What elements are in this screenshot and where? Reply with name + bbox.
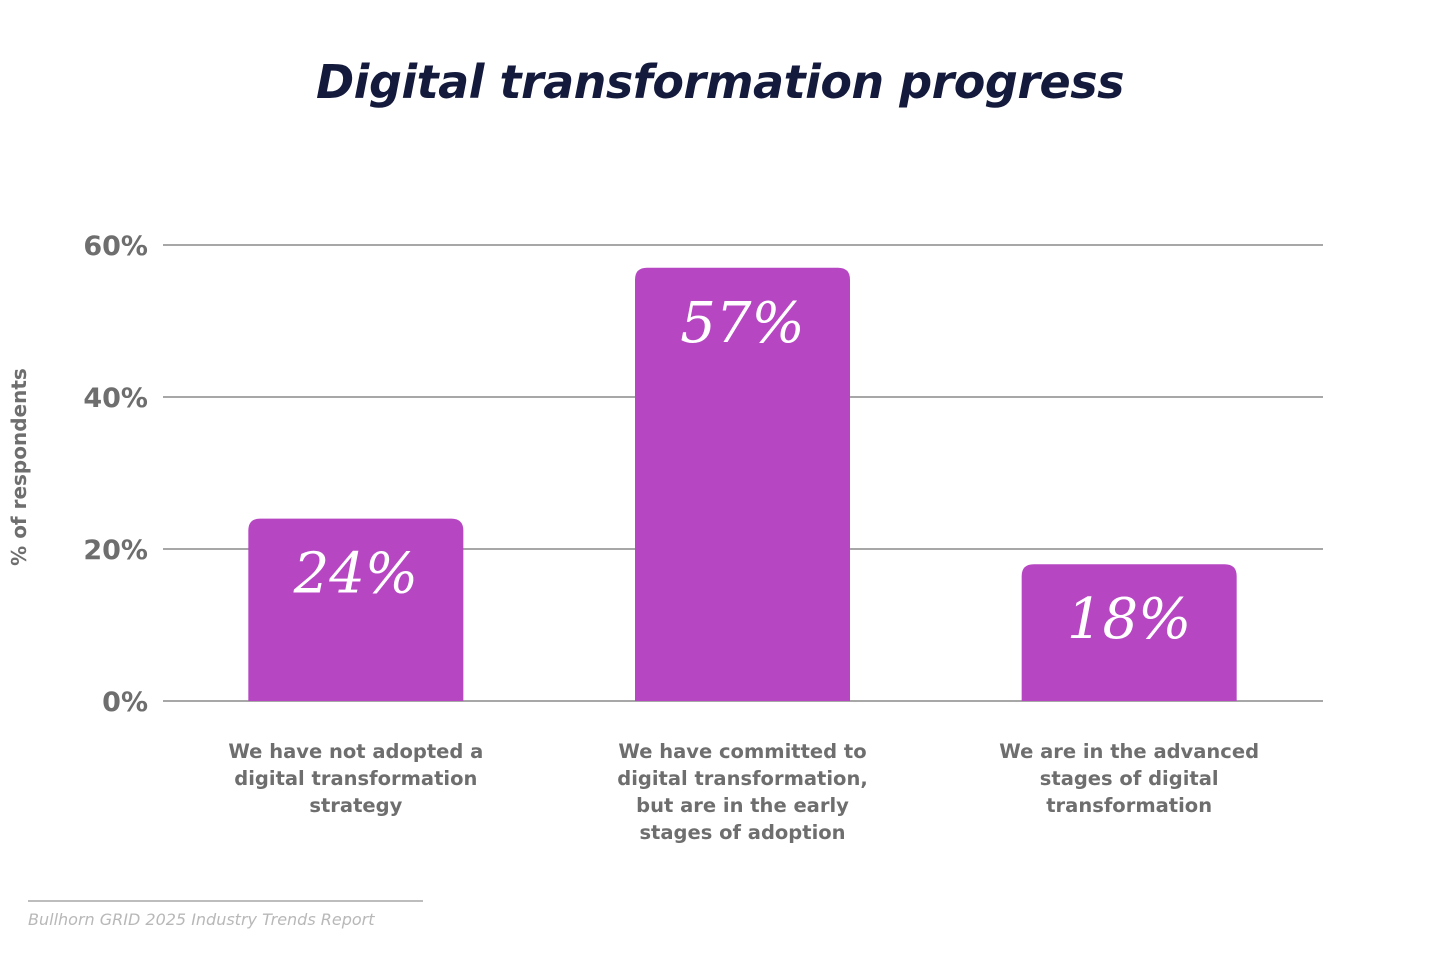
y-tick-label: 60% [83, 231, 148, 262]
source-note: Bullhorn GRID 2025 Industry Trends Repor… [28, 910, 375, 929]
value-label: 57% [680, 291, 804, 356]
bar [635, 267, 850, 701]
category-label: We have committed to digital transformati… [617, 740, 868, 844]
category-label: We are in the advanced stages of digital t… [999, 740, 1259, 817]
category-labels: We have not adopted a digital transformat… [228, 740, 1259, 844]
y-tick-label: 40% [83, 383, 148, 414]
source-divider [28, 900, 423, 902]
y-tick-label: 20% [83, 535, 148, 566]
bar [1021, 564, 1237, 701]
chart-title: Digital transformation progress [316, 55, 1125, 109]
category-label: We have not adopted a digital transformat… [228, 740, 483, 817]
y-axis-label: % of respondents [7, 368, 31, 566]
value-labels: 24% 57% 18% [293, 291, 1192, 652]
bar [248, 518, 464, 701]
y-tick-label: 0% [102, 687, 148, 718]
value-label: 24% [293, 542, 418, 607]
bars [248, 267, 1237, 701]
y-axis-ticks: 0% 20% 40% 60% [83, 231, 148, 718]
value-label: 18% [1067, 587, 1191, 652]
